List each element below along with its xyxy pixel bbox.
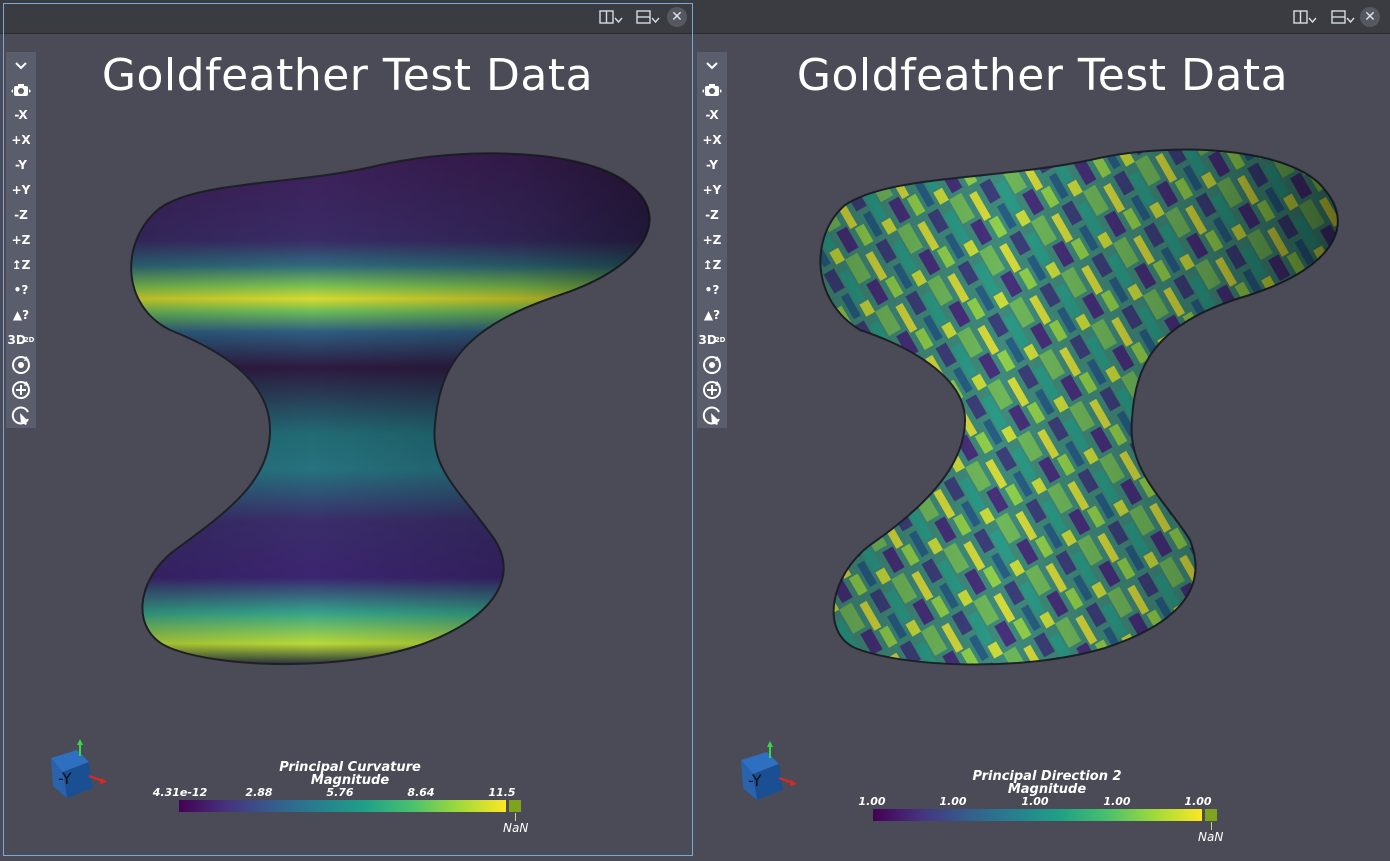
camera-toolbar: -X +X -Y +Y -Z +Z ↥Z •? ▲? 3D 2D — [6, 52, 36, 428]
view-pos-z-button[interactable]: +Z — [11, 232, 31, 247]
colorbar-gradient — [873, 809, 1202, 821]
colorbar-tick: 1.00 — [1103, 795, 1131, 808]
plot-title: Goldfeather Test Data — [101, 50, 594, 101]
direction-surface — [819, 148, 1339, 666]
select-points-icon[interactable]: •? — [13, 282, 29, 297]
camera-toolbar: -X +X -Y +Y -Z +Z ↥Z •? ▲? 3D 2D — [697, 52, 727, 428]
colorbar-tick: 1.00 — [1021, 795, 1049, 808]
nan-color-swatch — [509, 800, 521, 812]
colorbar-tick: 5.76 — [326, 786, 354, 799]
view-pos-x-button[interactable]: +X — [702, 132, 722, 147]
view-neg-z-button[interactable]: -Z — [705, 207, 719, 222]
nan-label: NaN — [1198, 830, 1224, 844]
colorbar-title: Principal Curvature Magnitude — [279, 760, 421, 788]
nan-tick-line — [1211, 822, 1212, 830]
view-pos-y-button[interactable]: +Y — [11, 182, 31, 197]
interact-select-icon[interactable] — [6, 402, 36, 427]
view-header: ✕ — [0, 0, 695, 34]
select-points-icon[interactable]: •? — [704, 282, 720, 297]
view-neg-z-button[interactable]: -Z — [14, 207, 28, 222]
curvature-surface — [130, 152, 651, 666]
view-neg-x-button[interactable]: -X — [14, 107, 28, 122]
split-horizontal-button[interactable] — [1291, 7, 1319, 27]
zoom-to-box-icon[interactable] — [6, 377, 36, 402]
view-pos-z-button[interactable]: +Z — [702, 232, 722, 247]
rotate-about-center-icon[interactable] — [6, 352, 36, 377]
colorbar-title: Principal Direction 2 Magnitude — [972, 769, 1122, 797]
rotate-z-icon[interactable]: ↥Z — [702, 257, 722, 272]
plot-title: Goldfeather Test Data — [796, 50, 1289, 101]
select-cells-icon[interactable]: ▲? — [703, 307, 721, 322]
nan-tick-line — [515, 813, 516, 821]
split-vertical-icon — [636, 10, 660, 24]
collapse-toolbar-icon[interactable] — [697, 52, 727, 77]
close-icon: ✕ — [1360, 7, 1380, 27]
close-view-button[interactable]: ✕ — [667, 7, 687, 27]
orientation-axes-cube: -Y — [741, 741, 797, 800]
svg-text:-Y: -Y — [748, 771, 762, 790]
render-view-left[interactable]: ✕ Goldfeather Test Data — [0, 0, 695, 861]
split-vertical-icon — [1331, 10, 1355, 24]
rotate-z-icon[interactable]: ↥Z — [11, 257, 31, 272]
view-header: ✕ — [695, 0, 1390, 34]
view-pos-y-button[interactable]: +Y — [702, 182, 722, 197]
split-horizontal-icon — [599, 10, 623, 24]
colorbar-tick: 4.31e-12 — [152, 786, 208, 799]
camera-reset-icon[interactable] — [6, 77, 36, 102]
toggle-3d-2d-button[interactable]: 3D 2D — [7, 332, 35, 347]
toggle-3d-2d-button[interactable]: 3D 2D — [698, 332, 726, 347]
colorbar-tick: 2.88 — [245, 786, 273, 799]
nan-label: NaN — [503, 821, 529, 835]
interact-select-icon[interactable] — [697, 402, 727, 427]
close-icon: ✕ — [667, 7, 687, 27]
split-vertical-button[interactable] — [1329, 7, 1357, 27]
colorbar-tick: 1.00 — [939, 795, 967, 808]
split-horizontal-icon — [1293, 10, 1317, 24]
view-neg-x-button[interactable]: -X — [705, 107, 719, 122]
select-cells-icon[interactable]: ▲? — [12, 307, 30, 322]
colorbar-gradient — [179, 800, 506, 812]
render-view-right[interactable]: ✕ Goldfeather Test Data — [695, 0, 1390, 861]
zoom-to-box-icon[interactable] — [697, 377, 727, 402]
colorbar-tick: 1.00 — [858, 795, 886, 808]
collapse-toolbar-icon[interactable] — [6, 52, 36, 77]
split-vertical-button[interactable] — [634, 7, 662, 27]
orientation-axes-cube: -Y — [51, 739, 107, 798]
view-neg-y-button[interactable]: -Y — [15, 157, 27, 172]
colorbar-tick: 11.5 — [488, 786, 516, 799]
camera-reset-icon[interactable] — [697, 77, 727, 102]
rotate-about-center-icon[interactable] — [697, 352, 727, 377]
svg-text:-Y: -Y — [58, 769, 72, 788]
split-horizontal-button[interactable] — [597, 7, 625, 27]
view-neg-y-button[interactable]: -Y — [706, 157, 718, 172]
view-pos-x-button[interactable]: +X — [11, 132, 31, 147]
colorbar-tick: 8.64 — [407, 786, 435, 799]
colorbar-tick: 1.00 — [1184, 795, 1212, 808]
close-view-button[interactable]: ✕ — [1360, 7, 1380, 27]
nan-color-swatch — [1205, 809, 1217, 821]
